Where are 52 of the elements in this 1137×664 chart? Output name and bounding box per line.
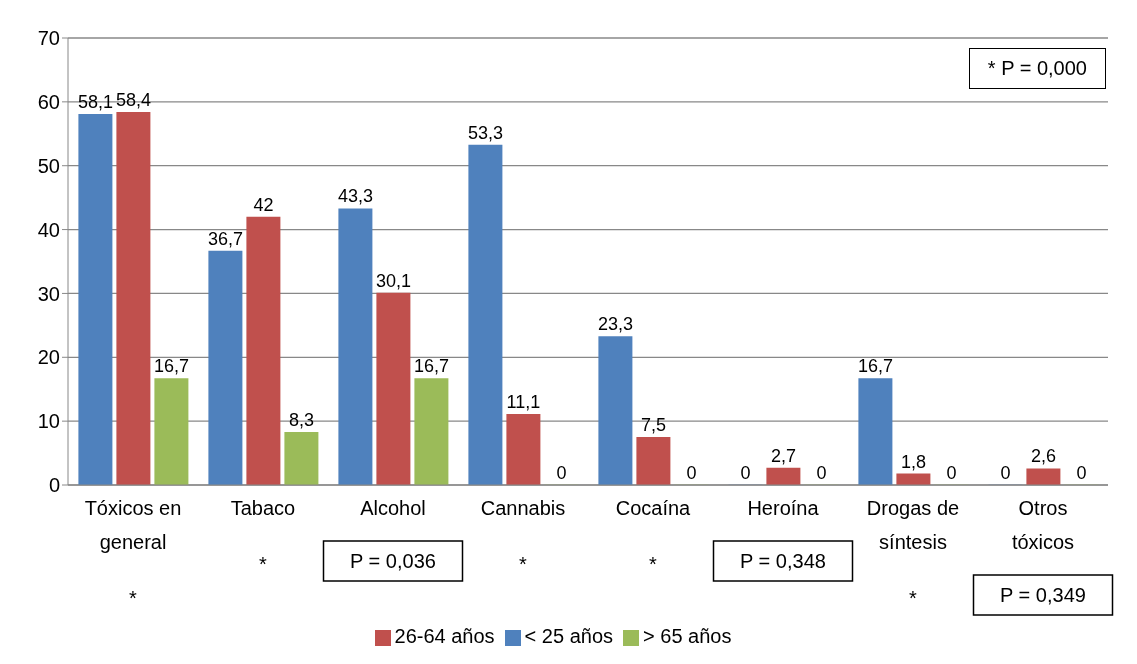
- y-tick-label: 50: [37, 154, 60, 177]
- data-label: 42: [253, 194, 274, 215]
- data-label: 0: [816, 462, 827, 483]
- y-tick-label: 20: [37, 346, 60, 369]
- data-label: 58,1: [77, 91, 113, 112]
- y-tick-label: 0: [48, 474, 60, 497]
- text: *: [259, 553, 268, 575]
- legend-label: > 65 años: [643, 625, 732, 647]
- legend-label: < 25 años: [524, 625, 614, 647]
- data-label: 1,8: [900, 451, 926, 472]
- text: *: [909, 587, 918, 609]
- data-label: 16,7: [153, 356, 189, 377]
- data-label: 8,3: [288, 410, 314, 430]
- data-label: 16,7: [857, 356, 893, 377]
- data-label: 43,3: [337, 186, 373, 207]
- data-label: 36,7: [207, 228, 243, 249]
- y-tick-label: 10: [37, 410, 60, 433]
- data-label: 7,5: [640, 415, 666, 436]
- y-tick-label: 40: [37, 218, 60, 241]
- data-label: 23,3: [597, 314, 633, 335]
- data-label: 2,7: [770, 445, 796, 466]
- data-label: 0: [1076, 462, 1087, 483]
- x-tick-label: Cocaína: [615, 497, 692, 519]
- data-label: 0: [1000, 462, 1011, 483]
- legend-label: 26-64 años: [394, 625, 495, 647]
- data-label: 0: [686, 462, 697, 483]
- data-label: 30,1: [375, 270, 411, 291]
- text: *: [129, 587, 138, 609]
- annotation: * P = 0,000: [968, 48, 1106, 89]
- data-label: 11,1: [506, 392, 541, 413]
- data-label: 0: [946, 462, 957, 483]
- y-tick-label: 60: [37, 90, 60, 113]
- data-label: 2,6: [1030, 446, 1056, 467]
- x-tick-label: Drogas de síntesis: [866, 497, 960, 553]
- data-label: 16,7: [413, 356, 449, 377]
- text: *: [649, 553, 658, 575]
- text: *: [519, 553, 528, 575]
- x-tick-label: Otros tóxicos: [1011, 497, 1075, 553]
- x-tick-label: Tóxicos en general: [84, 497, 182, 553]
- y-tick-label: 30: [37, 282, 60, 305]
- x-tick-label: Cannabis: [480, 497, 566, 519]
- text: P = 0,348: [740, 550, 826, 572]
- x-tick-label: Heroína: [747, 497, 820, 519]
- data-label: 0: [740, 462, 751, 483]
- text: P = 0,036: [350, 550, 436, 572]
- x-tick-label: Alcohol: [360, 497, 426, 519]
- data-label: 53,3: [467, 122, 503, 143]
- y-tick-label: 70: [37, 27, 60, 50]
- data-label: 0: [556, 462, 567, 483]
- x-tick-label: Tabaco: [230, 497, 296, 519]
- text: P = 0,349: [1000, 584, 1086, 606]
- data-label: 58,4: [115, 90, 151, 111]
